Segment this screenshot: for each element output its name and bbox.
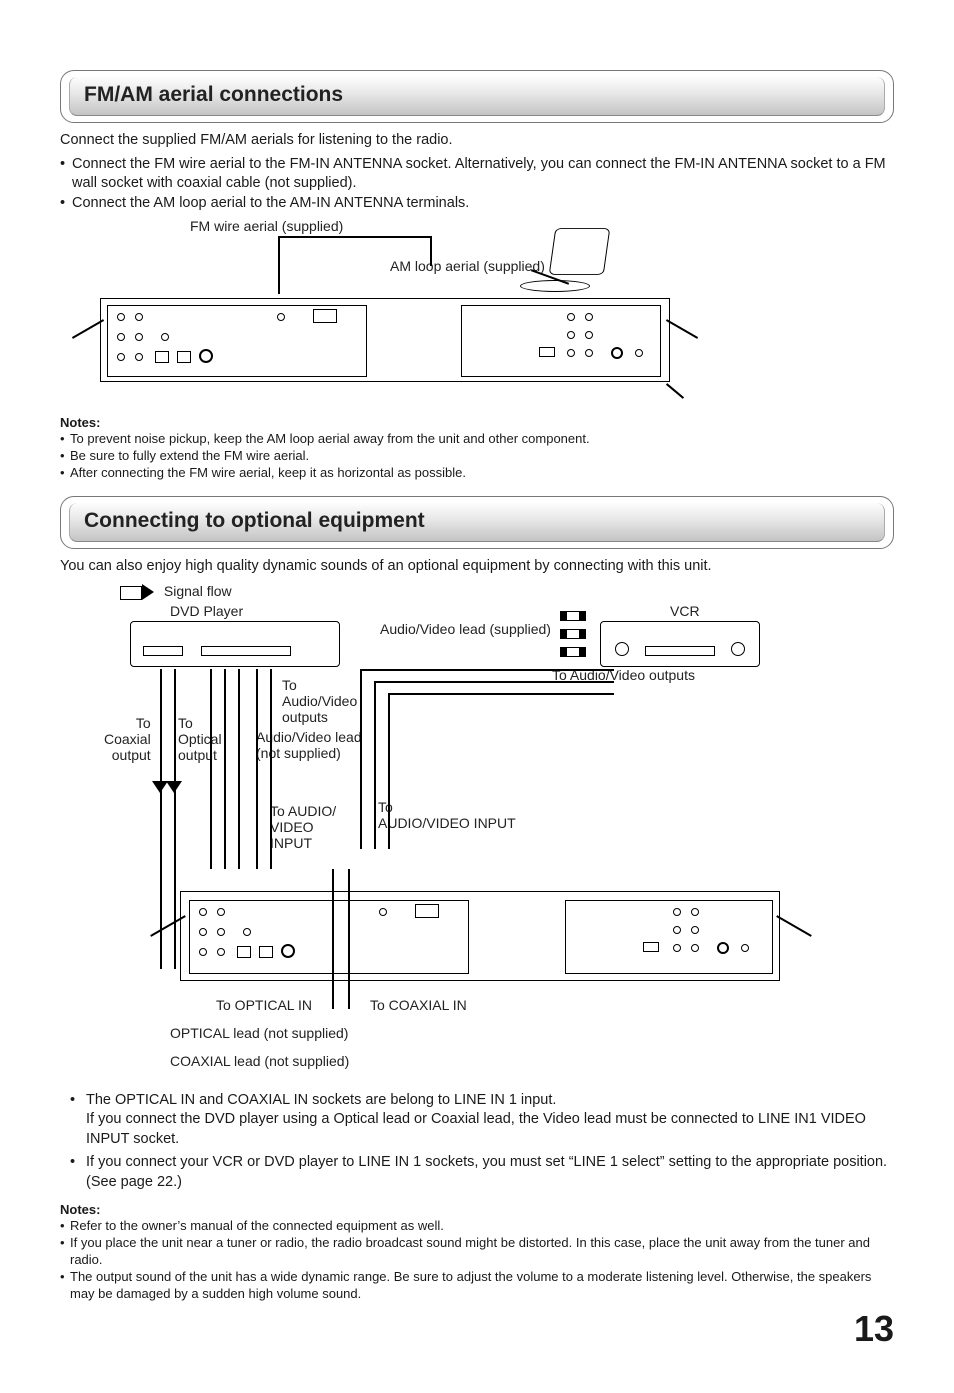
unit-rear-panel — [180, 891, 780, 981]
note-text: To prevent noise pickup, keep the AM loo… — [70, 431, 590, 448]
fig-label-vcr: VCR — [670, 603, 700, 619]
section-header-fmam: FM/AM aerial connections — [60, 70, 894, 123]
fig-label-to-av-outputs-l: ToAudio/Videooutputs — [282, 677, 357, 725]
fig-label-to-optical: ToOpticaloutput — [178, 715, 222, 763]
note-text: The output sound of the unit has a wide … — [70, 1269, 894, 1303]
figure-aerial-connections: FM wire aerial (supplied) AM loop aerial… — [60, 220, 894, 410]
fig-label-fm-wire: FM wire aerial (supplied) — [190, 218, 343, 234]
fig-label-am-loop: AM loop aerial (supplied) — [390, 258, 545, 274]
note-text: If you place the unit near a tuner or ra… — [70, 1235, 894, 1269]
fig-label-to-avin-l: To AUDIO/VIDEOINPUT — [270, 803, 336, 851]
note-text: Refer to the owner’s manual of the conne… — [70, 1218, 444, 1235]
section1-bullets: •Connect the FM wire aerial to the FM-IN… — [60, 155, 894, 214]
section2-intro: You can also enjoy high quality dynamic … — [60, 557, 894, 577]
note-text: After connecting the FM wire aerial, kee… — [70, 465, 466, 482]
section1-notes-heading: Notes: — [60, 414, 894, 432]
fig-label-to-coax: ToCoaxialoutput — [104, 715, 151, 763]
dvd-box — [130, 621, 340, 667]
fig-label-to-optical-in: To OPTICAL IN — [216, 997, 312, 1013]
fig-label-to-coax-in: To COAXIAL IN — [370, 997, 467, 1013]
note-text: Be sure to fully extend the FM wire aeri… — [70, 448, 309, 465]
section1-notes: •To prevent noise pickup, keep the AM lo… — [60, 431, 894, 482]
fig-label-coaxial-lead: COAXIAL lead (not supplied) — [170, 1053, 349, 1069]
section2-notes: •Refer to the owner’s manual of the conn… — [60, 1218, 894, 1302]
fig-label-signal-flow: Signal flow — [164, 583, 232, 599]
vcr-box — [600, 621, 760, 667]
section1-intro: Connect the supplied FM/AM aerials for l… — [60, 131, 894, 151]
fig-label-optical-lead: OPTICAL lead (not supplied) — [170, 1025, 348, 1041]
bullet-text: Connect the AM loop aerial to the AM-IN … — [72, 194, 469, 214]
figure-optional-connections: Signal flow DVD Player VCR Audio/Video l… — [60, 581, 894, 1081]
section2-post-bullets: •The OPTICAL IN and COAXIAL IN sockets a… — [70, 1091, 894, 1193]
bullet-text: Connect the FM wire aerial to the FM-IN … — [72, 155, 894, 194]
fig-label-av-supplied: Audio/Video lead (supplied) — [380, 621, 551, 637]
section-header-optional: Connecting to optional equipment — [60, 496, 894, 549]
section-title: Connecting to optional equipment — [69, 503, 885, 542]
fig-label-to-avin-r: ToAUDIO/VIDEO INPUT — [378, 799, 516, 831]
post-bullet-text: The OPTICAL IN and COAXIAL IN sockets ar… — [86, 1091, 894, 1150]
fig-label-dvd: DVD Player — [170, 603, 243, 619]
section-title: FM/AM aerial connections — [69, 77, 885, 116]
post-bullet-text: If you connect your VCR or DVD player to… — [86, 1153, 894, 1192]
legend-arrow-icon — [120, 584, 154, 600]
page-number: 13 — [60, 1305, 894, 1354]
section2-notes-heading: Notes: — [60, 1201, 894, 1219]
